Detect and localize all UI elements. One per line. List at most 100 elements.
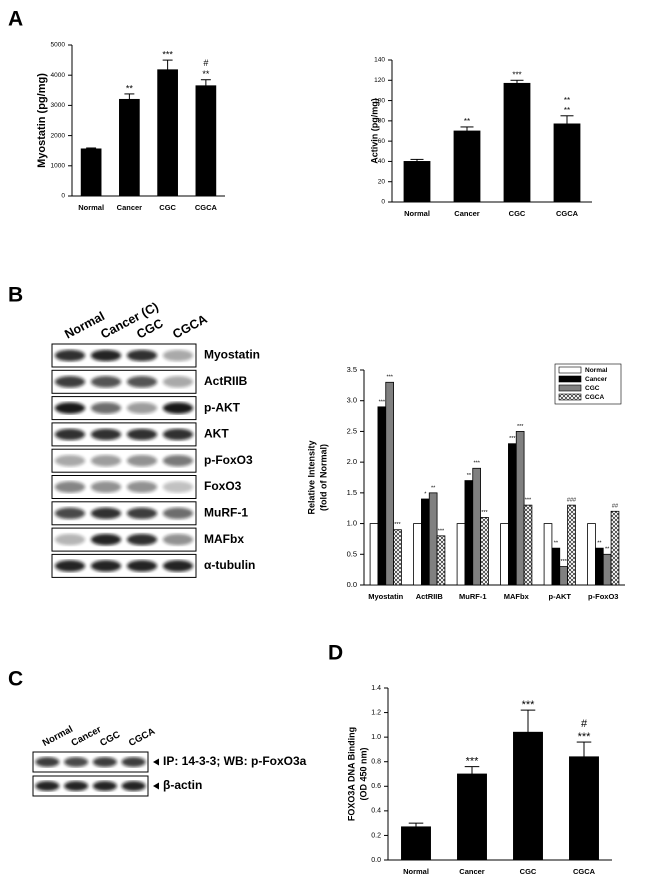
blot-band [162,349,194,362]
x-tick-label: CGCA [556,209,579,218]
y-tick-label: 1.0 [347,519,357,528]
blot-band [162,533,194,546]
bar [403,161,431,203]
blot-band [64,757,89,767]
significance-label: *** [578,731,592,743]
bar [385,381,394,586]
blot-label: MuRF-1 [204,505,248,519]
x-tick-label: CGCA [195,203,218,212]
blot-band [90,402,122,414]
blot-frame [51,527,197,552]
bar [195,85,217,197]
significance-label: *** [438,528,445,534]
significance-label: ** [467,473,472,479]
significance-label: * [424,491,427,497]
bar [503,82,531,203]
y-tick-label: 1.2 [371,709,381,716]
blot-frame [32,775,149,797]
y-axis-label: Activin (pg/mg) [369,98,379,164]
bar [610,510,620,586]
bar [436,535,446,586]
bar [523,504,533,586]
blot-band [162,402,194,414]
y-tick-label: 40 [378,158,386,165]
blot-label: MAFbx [204,532,244,546]
y-tick-label: 5000 [51,42,66,49]
significance-label: ** [202,69,210,79]
lane-label: Normal [41,724,75,749]
y-tick-label: 2000 [51,132,66,139]
y-axis-label: Relative Intensity [306,440,316,514]
y-tick-label: 0.4 [371,808,381,815]
blot-band [126,349,158,362]
arrow [153,758,159,766]
bar [119,98,140,197]
blot-band [64,781,89,791]
y-axis-label: (OD 450 nm) [358,747,368,800]
x-tick-label: ActRIIB [416,592,444,601]
significance-label: ## [612,504,619,510]
y-tick-label: 1.0 [371,734,381,741]
bar [515,431,525,586]
y-tick-label: 1.4 [371,685,381,692]
bar [602,553,612,586]
significance-label: # [203,58,208,68]
y-tick-label: 2.5 [347,426,357,435]
blot-label: β-actin [163,778,202,792]
legend-label: CGCA [585,394,604,401]
y-axis-label: (fold of Normal) [318,444,328,511]
bar [567,504,576,586]
blot-band [126,560,158,572]
significance-label: *** [512,70,521,79]
y-tick-label: 120 [374,77,385,84]
bar [457,773,487,861]
significance-label: ** [126,83,134,93]
significance-label: ### [567,498,577,504]
x-tick-label: Cancer [117,203,143,212]
blot-frame [51,448,197,473]
significance-label: ** [464,117,470,126]
bar [551,547,561,586]
significance-label: ** [597,541,602,547]
blot-frame [32,751,149,773]
bar [595,547,604,586]
blot-frame [51,422,197,447]
y-tick-label: 0 [381,199,385,206]
bar [413,523,422,586]
x-tick-label: CGC [509,209,526,218]
blot-band [54,533,86,546]
x-tick-label: Normal [404,209,430,218]
blot-frame [51,369,197,394]
y-tick-label: 1000 [51,163,66,170]
significance-label: ** [605,547,610,553]
blot-band [121,757,146,767]
blot-frame [51,475,197,499]
blot-label: Myostatin [204,348,260,362]
legend-swatch [558,384,582,392]
blot-label: FoxO3 [204,479,242,493]
blot-frame [51,553,197,578]
significance-label: # [581,718,588,730]
lane-label: CGCA [127,726,157,749]
y-tick-label: 3000 [51,102,66,109]
lane-label: CGCA [170,312,209,342]
blot-band [121,781,146,791]
significance-label: *** [394,522,401,528]
bar [80,148,102,197]
blot-label: ActRIIB [204,374,248,388]
blot-band [162,454,194,467]
y-tick-label: 3.5 [347,365,357,374]
blot-band [162,560,194,572]
blot-band [90,560,122,572]
y-axis-label: FOXO3A DNA Binding [346,727,356,821]
y-tick-label: 0.2 [371,832,381,839]
y-tick-label: 0.0 [371,857,381,864]
significance-label: ** [554,541,559,547]
blot-label: p-FoxO3 [204,453,253,467]
blot-band [54,560,86,572]
y-tick-label: 1.5 [347,488,357,497]
bar [157,69,178,197]
x-tick-label: Myostatin [368,592,403,601]
blot-band [92,781,117,791]
